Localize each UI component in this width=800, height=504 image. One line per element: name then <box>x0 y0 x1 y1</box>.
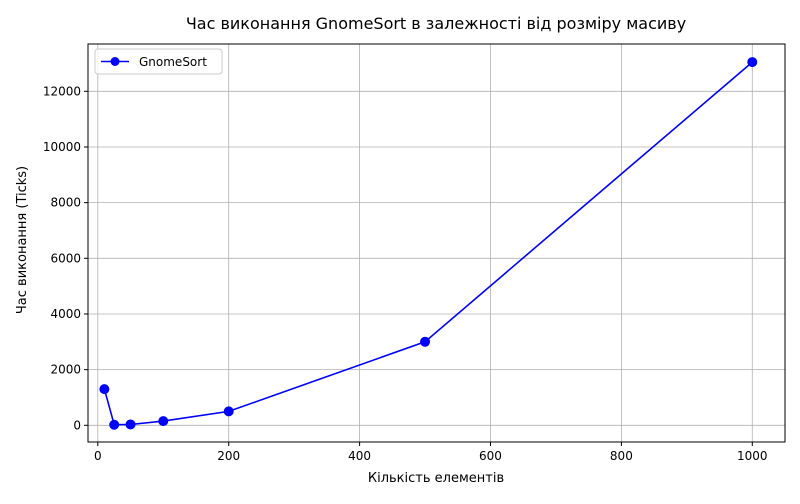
axes: 0 200 400 600 800 100002000400060008000100001… <box>43 43 786 463</box>
data-point <box>158 416 169 427</box>
x-tick-label: 400 <box>348 449 371 463</box>
x-tick-label: 200 <box>217 449 240 463</box>
data-point <box>109 419 120 430</box>
grid <box>88 44 785 442</box>
chart-title: Час виконання GnomeSort в залежності від… <box>186 14 686 33</box>
y-tick-label: 10000 <box>43 140 81 154</box>
legend-marker-swatch <box>110 57 120 66</box>
x-axis-label: Кількість елементів <box>368 471 504 486</box>
legend: GnomeSort <box>94 48 223 75</box>
x-tick-label: 600 <box>479 449 502 463</box>
y-tick-label: 6000 <box>50 251 81 265</box>
y-tick-label: 2000 <box>50 363 81 377</box>
y-tick-label: 4000 <box>50 307 81 321</box>
series-layer <box>99 57 758 430</box>
y-tick-label: 12000 <box>43 84 81 98</box>
data-point <box>223 406 234 417</box>
data-point <box>420 336 431 347</box>
data-point <box>99 384 110 395</box>
y-tick-label: 8000 <box>50 196 81 210</box>
y-tick-label: 0 <box>73 418 81 432</box>
legend-box <box>94 48 223 75</box>
series-line <box>103 61 753 426</box>
x-tick-label: 800 <box>610 449 633 463</box>
x-tick-label: 0 <box>94 449 102 463</box>
plot-frame <box>87 43 786 443</box>
legend-label: GnomeSort <box>139 55 207 69</box>
data-point <box>747 57 758 68</box>
data-point <box>125 419 136 430</box>
x-tick-label: 1000 <box>737 449 768 463</box>
y-axis-label: Час виконання (Ticks) <box>15 166 30 314</box>
